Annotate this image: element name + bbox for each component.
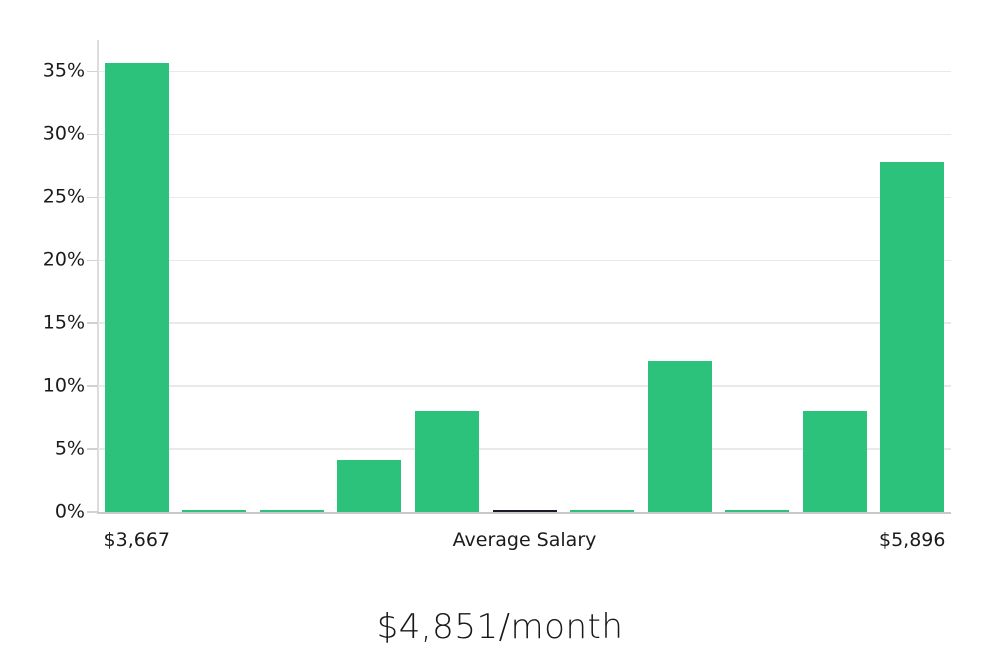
gridline [98, 196, 951, 199]
y-axis-tick [87, 259, 98, 262]
average-salary-caption: $4,851/month [376, 607, 624, 647]
y-axis-label: 10% [42, 374, 85, 397]
gridline [98, 448, 951, 450]
y-axis-tick [87, 385, 98, 387]
gridline [98, 385, 951, 387]
histogram-bar [647, 360, 712, 512]
gridline [98, 133, 951, 136]
y-axis-label: 0% [54, 500, 85, 523]
y-axis-tick [87, 70, 98, 73]
y-axis-label: 25% [42, 185, 85, 208]
histogram-bar [802, 411, 867, 512]
y-axis-tick [87, 196, 98, 199]
histogram-bar [182, 510, 247, 512]
gridline [98, 70, 951, 73]
y-axis-label: 15% [42, 311, 85, 334]
x-axis-line [97, 511, 951, 514]
y-axis-tick [87, 511, 98, 513]
histogram-bar [337, 460, 402, 512]
y-axis-tick [87, 322, 98, 324]
y-axis-label: 35% [42, 59, 85, 82]
y-axis-tick [87, 133, 98, 136]
histogram-bar [880, 162, 945, 512]
y-axis-label: 20% [42, 248, 85, 271]
plot-area: 0% 5% 10% 15% 20% 25% 30% 35% $3,667 Average Sala… [43, 40, 951, 551]
histogram-bar [414, 411, 479, 512]
histogram-bar [725, 510, 790, 512]
y-axis-label: 5% [54, 437, 85, 460]
gridline [98, 259, 951, 262]
y-axis-line [97, 40, 99, 512]
histogram-bar [104, 62, 169, 512]
histogram-bar [570, 510, 635, 512]
x-axis-label: $3,667 [103, 529, 171, 551]
average-marker-bar [492, 510, 557, 512]
histogram-bar [259, 510, 324, 512]
x-axis-label: Average Salary [452, 529, 597, 551]
y-axis-tick [87, 448, 98, 450]
gridline [98, 322, 951, 324]
x-axis-label: $5,896 [878, 529, 946, 551]
y-axis-label: 30% [42, 122, 85, 145]
